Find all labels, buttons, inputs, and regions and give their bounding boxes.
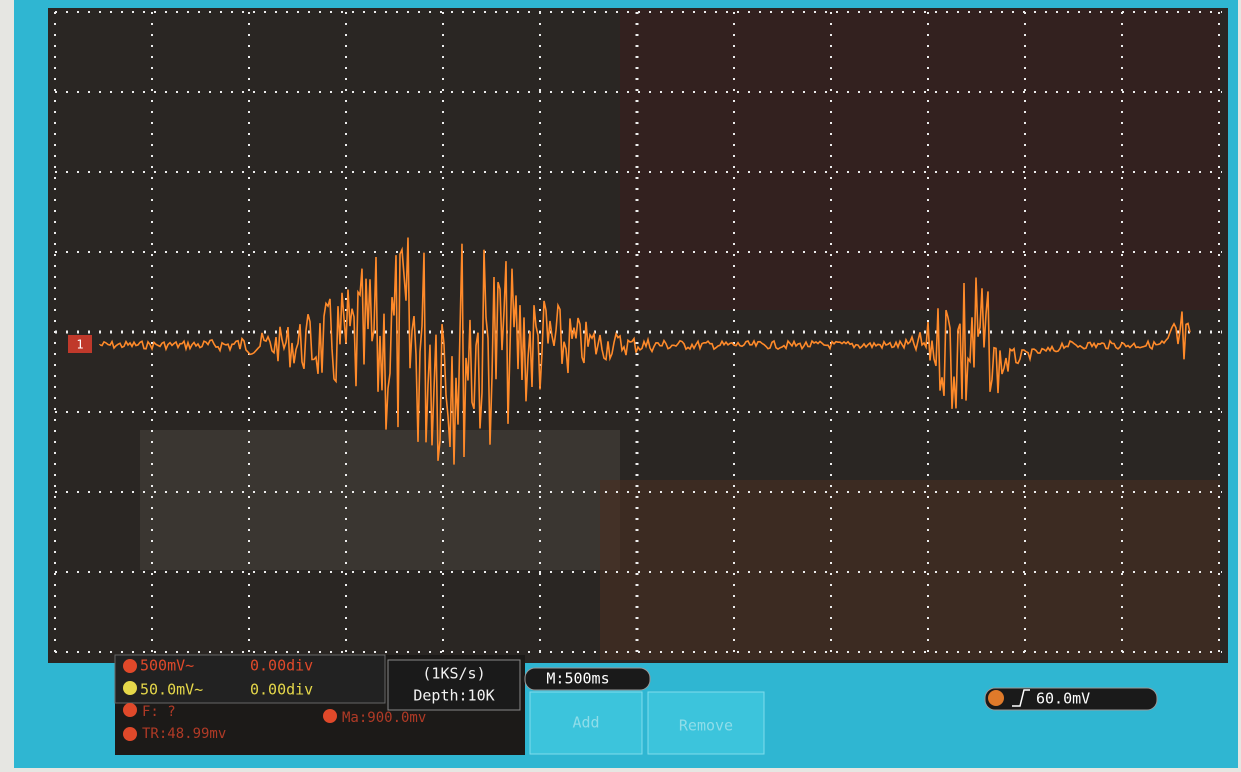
timebase: M:500ms [546, 670, 609, 688]
frequency: F: ? [142, 704, 176, 720]
reflection [620, 10, 1220, 310]
oscilloscope-photo: 1 500mV~ 0.00div 50.0mV~ 0.00div F: ? TR… [0, 0, 1241, 772]
remove-button-label[interactable]: Remove [679, 717, 733, 735]
ch1-offset: 0.00div [250, 657, 313, 675]
ch2-icon [123, 681, 137, 695]
measure: Ma:900.0mv [342, 710, 426, 726]
trigger-level: 60.0mV [1036, 690, 1090, 708]
reflection [600, 480, 1220, 660]
reflection [140, 430, 620, 570]
tr-icon [123, 727, 137, 741]
freq-icon [123, 703, 137, 717]
ch1-icon [123, 659, 137, 673]
trigger-icon [988, 690, 1004, 706]
ch2-offset: 0.00div [250, 681, 313, 699]
trigger-readout: TR:48.99mv [142, 726, 226, 742]
add-button-label[interactable]: Add [572, 714, 599, 732]
trace-marker: 1 [76, 338, 83, 352]
sample-rate: (1KS/s) [422, 665, 485, 683]
measure-icon [323, 709, 337, 723]
ch2-scale: 50.0mV~ [140, 681, 203, 699]
ch1-scale: 500mV~ [140, 657, 194, 675]
depth: Depth:10K [413, 687, 494, 705]
